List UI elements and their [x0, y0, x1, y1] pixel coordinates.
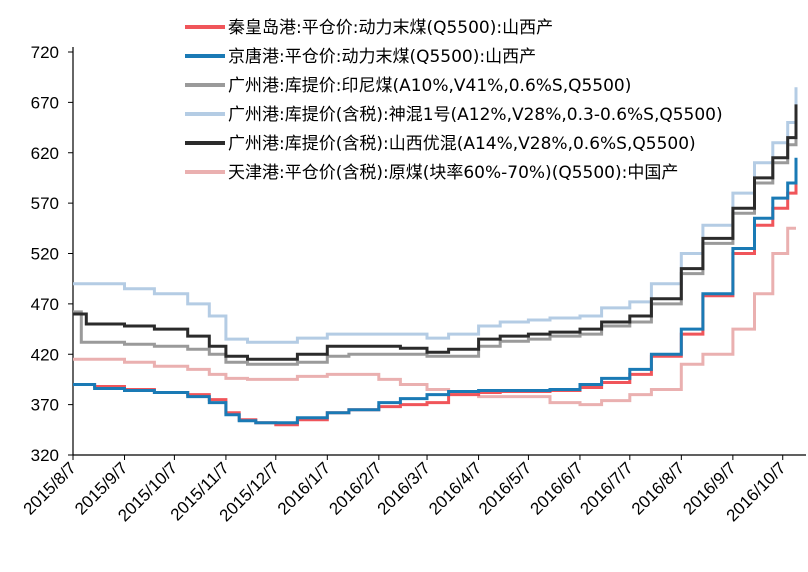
- x-tick-label: 2016/1/7: [274, 458, 334, 518]
- y-tick-label: 720: [31, 43, 59, 62]
- y-tick-label: 420: [31, 345, 59, 364]
- plot-area: [73, 87, 798, 427]
- x-tick-label: 2016/8/7: [628, 458, 688, 518]
- series-line: [73, 167, 798, 427]
- x-tick-label: 2015/8/7: [20, 458, 80, 518]
- x-tick-label: 2016/2/7: [325, 458, 385, 518]
- x-tick-label: 2016/4/7: [425, 458, 485, 518]
- y-tick-label: 470: [31, 295, 59, 314]
- y-tick-label: 620: [31, 144, 59, 163]
- x-tick-label: 2016/3/7: [374, 458, 434, 518]
- series-line: [73, 87, 798, 344]
- legend-label: 广州港:库提价(含税):山西优混(A14%,V28%,0.6%S,Q5500): [228, 134, 696, 154]
- series-line: [73, 104, 798, 361]
- legend-label: 秦皇岛港:平仓价:动力末煤(Q5500):山西产: [228, 18, 553, 38]
- x-tick-label: 2016/7/7: [576, 458, 636, 518]
- legend-label: 京唐港:平仓价:动力末煤(Q5500):山西产: [228, 46, 536, 67]
- y-tick-label: 670: [31, 93, 59, 112]
- legend-label: 天津港:平仓价(含税):原煤(块率60%-70%)(Q5500):中国产: [228, 163, 678, 183]
- x-tick-label: 2016/6/7: [527, 458, 587, 518]
- y-tick-label: 370: [31, 396, 59, 415]
- legend-label: 广州港:库提价:印尼煤(A10%,V41%,0.6%S,Q5500): [228, 76, 631, 96]
- series-line: [73, 157, 798, 425]
- y-tick-label: 320: [31, 446, 59, 465]
- x-tick-label: 2016/5/7: [475, 458, 535, 518]
- legend-label: 广州港:库提价(含税):神混1号(A12%,V28%,0.3-0.6%S,Q55…: [228, 105, 723, 125]
- y-tick-label: 570: [31, 194, 59, 213]
- legend: 秦皇岛港:平仓价:动力末煤(Q5500):山西产京唐港:平仓价:动力末煤(Q55…: [185, 18, 723, 183]
- y-tick-label: 520: [31, 245, 59, 264]
